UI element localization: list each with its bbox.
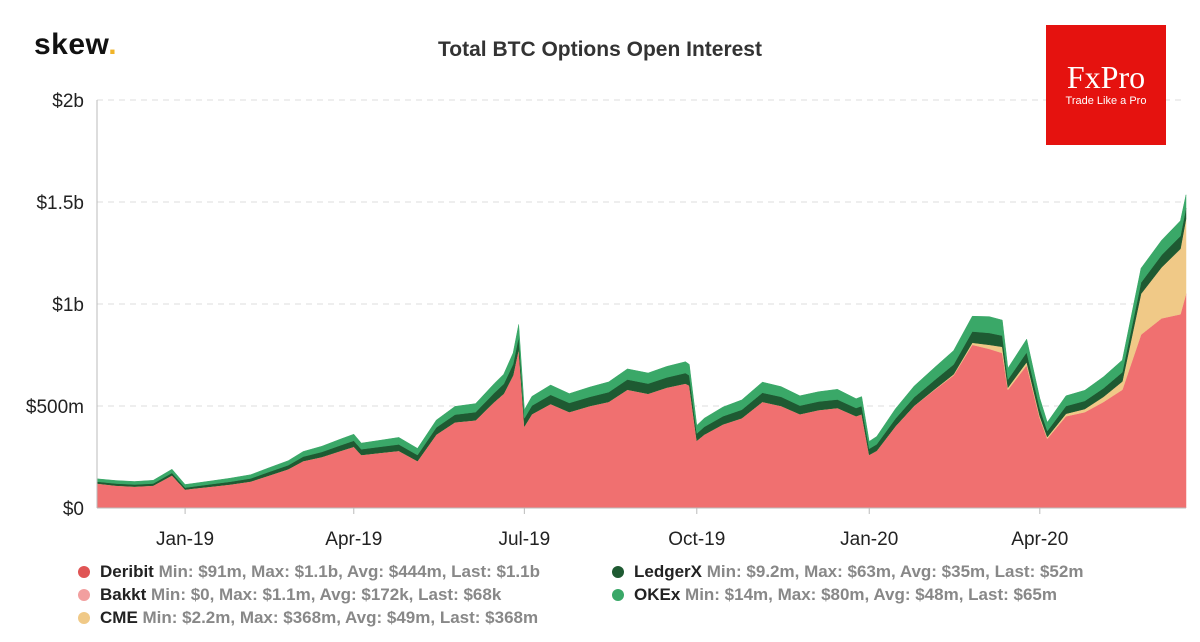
legend-item-ledgerx[interactable]: LedgerX Min: $9.2m, Max: $63m, Avg: $35m… <box>612 562 1083 585</box>
stacked-areas <box>96 194 1187 509</box>
legend-swatch-deribit <box>78 566 90 578</box>
legend-item-deribit[interactable]: Deribit Min: $91m, Max: $1.1b, Avg: $444… <box>78 562 540 585</box>
fxpro-logo: FxPro <box>1066 59 1146 95</box>
legend-item-okex[interactable]: OKEx Min: $14m, Max: $80m, Avg: $48m, La… <box>612 585 1083 608</box>
legend-column-right: LedgerX Min: $9.2m, Max: $63m, Avg: $35m… <box>612 562 1083 608</box>
y-tick-label-0: $0 <box>63 499 84 520</box>
legend-swatch-ledgerx <box>612 566 624 578</box>
area-series-okex <box>96 194 1187 488</box>
y-tick-label-2: $1b <box>52 295 84 316</box>
y-tick-label-3: $1.5b <box>36 193 84 214</box>
x-tick-label-4: Jan-20 <box>840 529 898 550</box>
legend-swatch-cme <box>78 612 90 624</box>
y-tick-label-1: $500m <box>26 397 84 418</box>
x-tick-label-5: Apr-20 <box>1011 529 1068 550</box>
legend-item-bakkt[interactable]: Bakkt Min: $0, Max: $1.1m, Avg: $172k, L… <box>78 585 540 608</box>
x-tick-label-3: Oct-19 <box>668 529 725 550</box>
y-axis-ticks: $0 $500m $1b $1.5b $2b <box>26 91 84 520</box>
legend-swatch-okex <box>612 589 624 601</box>
x-axis-ticks: Jan-19 Apr-19 Jul-19 Oct-19 Jan-20 Apr-20 <box>156 508 1068 550</box>
y-tick-label-4: $2b <box>52 91 84 112</box>
legend-swatch-bakkt <box>78 589 90 601</box>
fxpro-tagline: Trade Like a Pro <box>1065 95 1147 107</box>
skew-logo: skew. <box>34 28 118 61</box>
x-tick-label-2: Jul-19 <box>498 529 550 550</box>
chart-title: Total BTC Options Open Interest <box>438 38 762 61</box>
x-tick-label-0: Jan-19 <box>156 529 214 550</box>
legend-column-left: Deribit Min: $91m, Max: $1.1b, Avg: $444… <box>78 562 540 631</box>
legend-item-cme[interactable]: CME Min: $2.2m, Max: $368m, Avg: $49m, L… <box>78 608 540 631</box>
fxpro-watermark: FxPro Trade Like a Pro <box>1046 25 1166 145</box>
x-tick-label-1: Apr-19 <box>325 529 382 550</box>
axes <box>96 100 1186 509</box>
